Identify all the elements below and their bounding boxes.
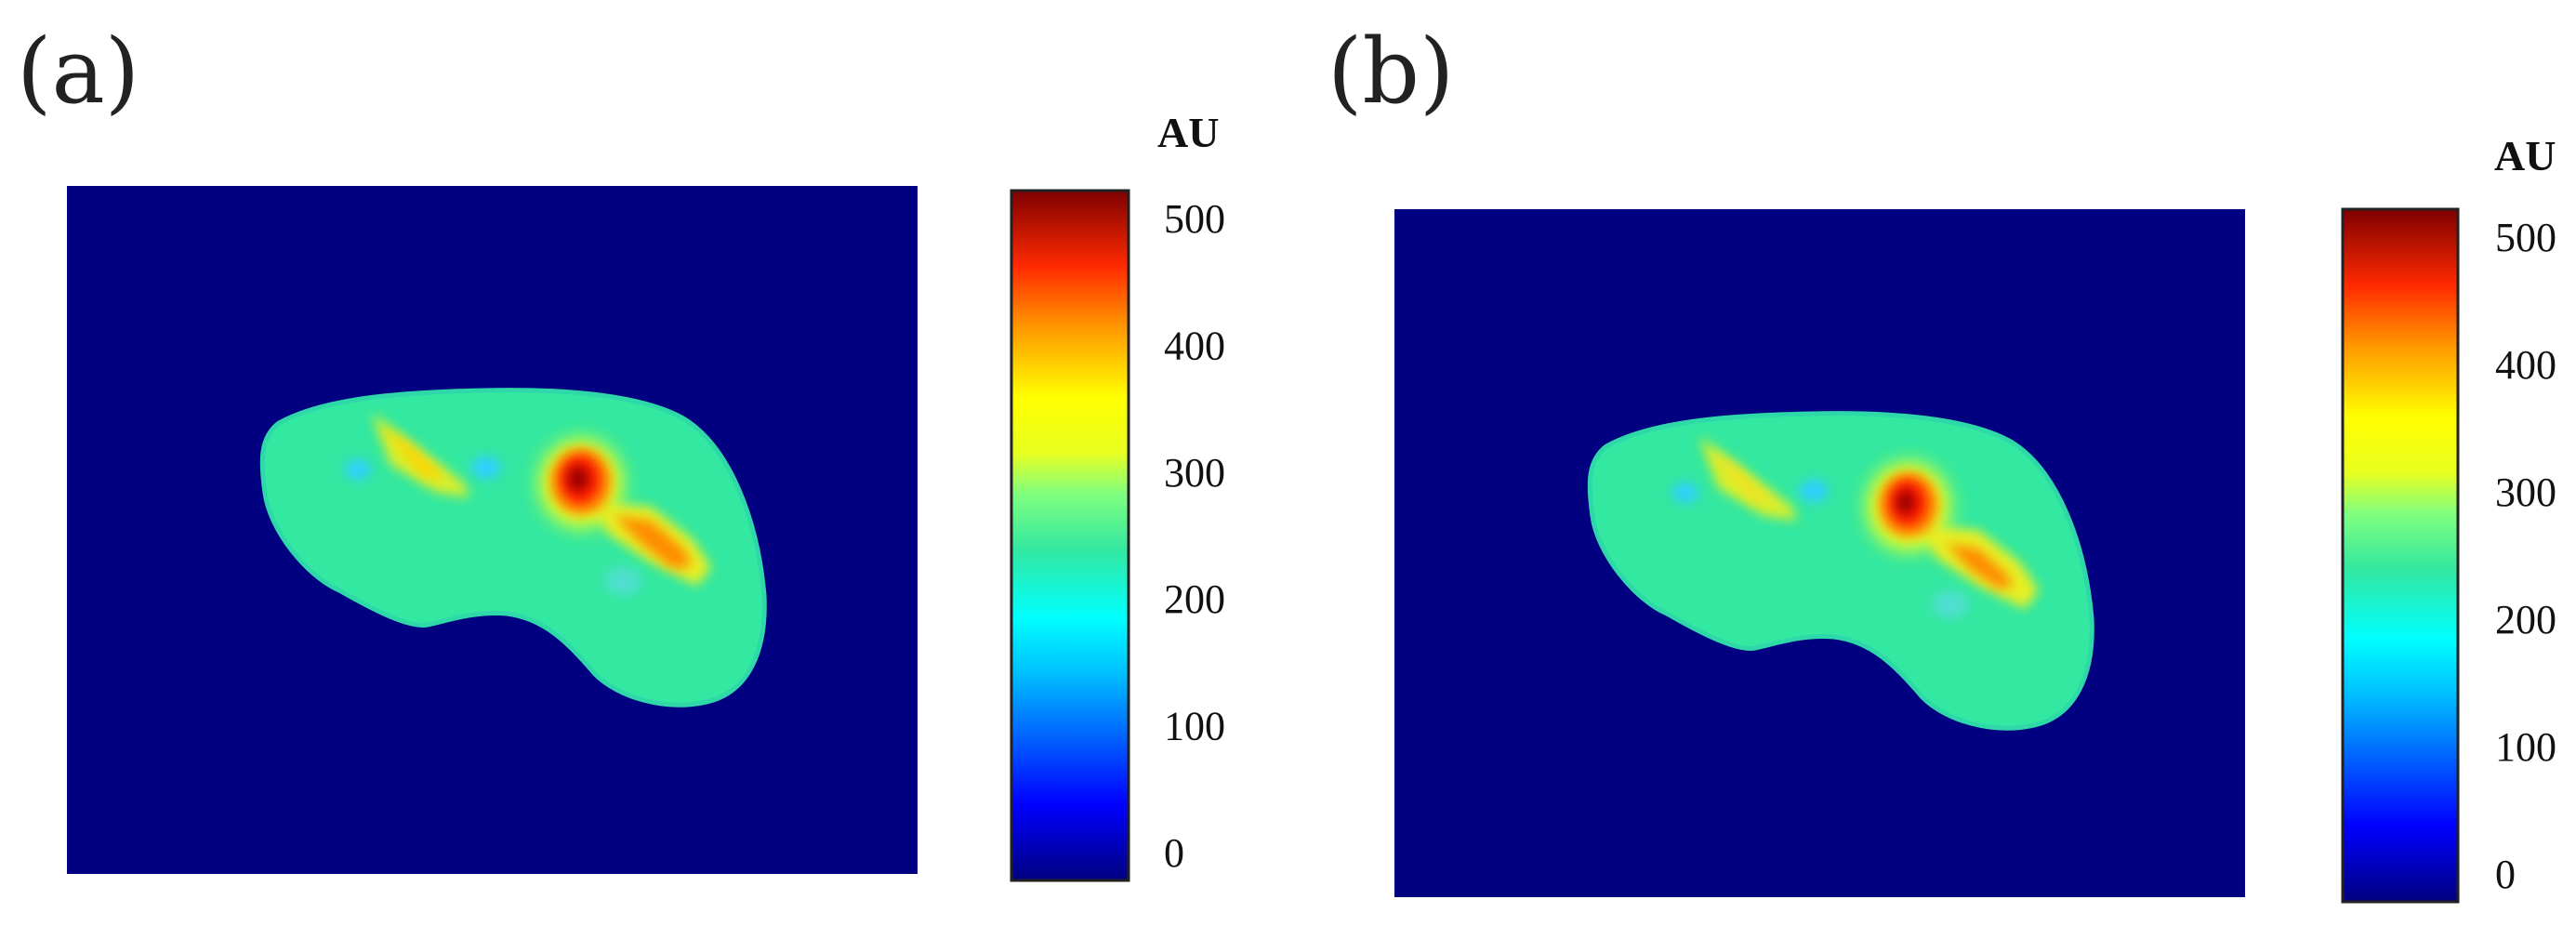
panel-a-label: (a) <box>17 20 139 124</box>
panel-b-hotspot-core <box>1896 490 1915 514</box>
panel-a-colorbar-ticks: 500 400 300 200 100 0 <box>1164 196 1225 876</box>
panel-a-heatmap <box>67 186 918 874</box>
panel-a-colorbar: AU 500 400 300 200 100 0 <box>1010 109 1225 882</box>
panel-b: (b) AU 500 400 300 200 100 0 <box>1328 20 2556 904</box>
panel-a-colorbar-tick-label: 100 <box>1164 704 1225 749</box>
panel-b-tail-orange <box>1946 544 2014 589</box>
panel-b-colorbar-tick-label: 0 <box>2495 852 2516 897</box>
panel-b-colorbar-tick-label: 200 <box>2495 597 2556 642</box>
panel-a-cyan-spot <box>345 459 371 480</box>
panel-b-colorbar-tick-label: 500 <box>2495 215 2556 260</box>
panel-b-colorbar-tick-label: 300 <box>2495 470 2556 515</box>
panel-b-colorbar-gradient <box>2341 207 2460 904</box>
panel-b-colorbar: AU 500 400 300 200 100 0 <box>2341 132 2556 904</box>
panel-b-colorbar-unit: AU <box>2494 132 2556 179</box>
panel-b-colorbar-tick-label: 100 <box>2495 724 2556 770</box>
panel-b-heatmap <box>1394 209 2245 897</box>
panel-a-colorbar-tick-label: 400 <box>1164 323 1225 368</box>
panel-b-yellow-streak-core <box>1709 449 1774 502</box>
panel-b-cyan-spot <box>1932 590 1969 618</box>
panel-a: (a) AU 500 400 300 200 100 0 <box>17 20 1225 882</box>
panel-b-tissue-edge <box>1587 411 2094 731</box>
panel-a-tissue-edge <box>259 388 767 708</box>
panel-a-tissue-region <box>262 390 765 706</box>
panel-a-cyan-spot <box>471 456 501 479</box>
panel-b-label: (b) <box>1328 20 1454 124</box>
panel-a-colorbar-tick-label: 0 <box>1164 830 1184 876</box>
panel-a-hotspot-core <box>568 466 588 492</box>
panel-a-colorbar-tick-label: 200 <box>1164 576 1225 622</box>
panel-b-cyan-spot <box>1672 483 1698 503</box>
panel-a-colorbar-tick-label: 500 <box>1164 196 1225 242</box>
panel-a-cyan-spot <box>604 567 641 595</box>
panel-b-cyan-spot <box>1799 480 1829 502</box>
panel-b-colorbar-ticks: 500 400 300 200 100 0 <box>2495 215 2556 897</box>
panel-a-colorbar-tick-label: 300 <box>1164 450 1225 496</box>
panel-b-colorbar-tick-label: 400 <box>2495 342 2556 388</box>
panel-b-tissue-region <box>1590 413 2093 729</box>
panel-a-yellow-streak-core <box>381 426 446 479</box>
panel-a-colorbar-gradient <box>1010 189 1130 882</box>
panel-a-tail-orange <box>614 516 693 569</box>
panel-a-colorbar-unit: AU <box>1157 109 1219 156</box>
